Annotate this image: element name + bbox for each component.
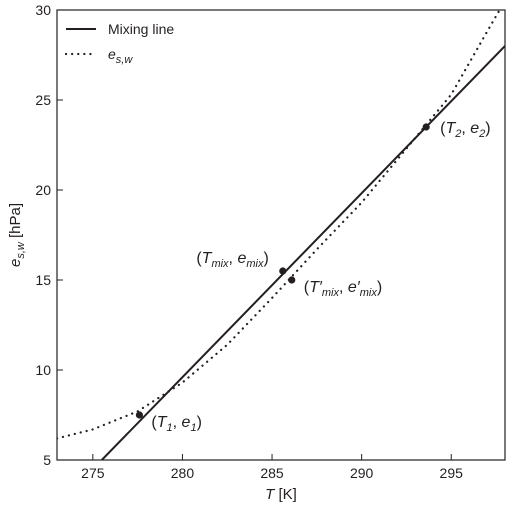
legend-label: es,w <box>108 46 133 66</box>
x-tick-label: 295 <box>440 465 464 481</box>
y-tick-label: 25 <box>35 92 51 108</box>
y-axis-label: es,w [hPa] <box>7 203 27 267</box>
legend: Mixing line es,w <box>64 21 174 66</box>
x-tick-label: 290 <box>350 465 374 481</box>
axis-labels: T [K] es,w [hPa] <box>7 203 297 503</box>
plot-frame <box>56 9 506 461</box>
saturation-vapor-pressure-curve <box>57 10 501 440</box>
x-tick-label: 280 <box>171 465 195 481</box>
y-tick-label: 20 <box>35 182 51 198</box>
point-label: (T2, e2) <box>440 120 490 140</box>
y-tick-label: 15 <box>35 272 51 288</box>
mixing-point <box>288 276 296 284</box>
mixing-point <box>279 267 287 275</box>
series-layer <box>57 10 505 460</box>
points-layer <box>135 123 430 419</box>
legend-label: Mixing line <box>108 21 174 37</box>
point-label: (Tmix, emix) <box>196 250 268 270</box>
mixing-point <box>422 123 430 131</box>
point-label: (T′mix, e′mix) <box>304 279 382 299</box>
point-labels-layer: (T1, e1) (Tmix, emix) (T′mix, e′mix) (T2, e… <box>151 120 490 434</box>
x-tick-label: 285 <box>260 465 284 481</box>
x-axis-label: T [K] <box>265 486 297 503</box>
mixing-line <box>101 45 505 460</box>
mixing-point <box>135 411 144 419</box>
point-label: (T1, e1) <box>151 414 201 434</box>
y-tick-label: 5 <box>43 452 51 468</box>
axis-ticks: 275 280 285 290 295 5 10 15 20 25 30 <box>35 2 463 481</box>
y-tick-label: 10 <box>35 362 51 378</box>
y-tick-label: 30 <box>35 2 51 18</box>
x-tick-label: 275 <box>81 465 105 481</box>
